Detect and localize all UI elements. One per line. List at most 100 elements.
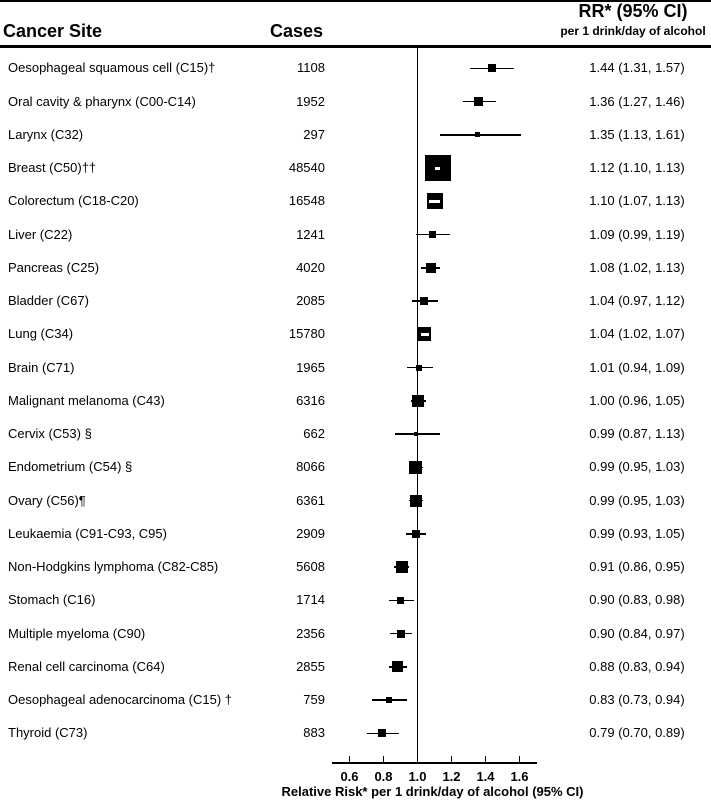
rr-marker [429, 231, 437, 239]
row-cases: 6316 [296, 392, 325, 408]
row-label: Endometrium (C54) § [8, 459, 133, 475]
row-label: Oral cavity & pharynx (C00-C14) [8, 93, 196, 109]
row-rr-value: 1.04 (0.97, 1.12) [589, 293, 685, 309]
row-rr-value: 0.99 (0.93, 1.05) [589, 525, 685, 541]
row-label: Pancreas (C25) [8, 259, 100, 275]
axis-tick-label: 0.6 [340, 769, 359, 784]
row-label: Larynx (C32) [8, 126, 84, 142]
rr-marker [409, 460, 423, 474]
rr-marker [420, 297, 429, 306]
row-label: Breast (C50)†† [8, 160, 97, 176]
x-axis-line [332, 762, 537, 764]
row-rr-value: 0.88 (0.83, 0.94) [589, 658, 685, 674]
row-label: Brain (C71) [8, 359, 75, 375]
ci-line-inner-white [420, 332, 430, 336]
row-cases: 2085 [296, 293, 325, 309]
rr-header-subtitle: per 1 drink/day of alcohol [560, 24, 706, 38]
axis-tick-label: 1.0 [408, 769, 427, 784]
axis-tick [382, 756, 385, 762]
row-rr-value: 1.10 (1.07, 1.13) [589, 193, 685, 209]
row-cases: 297 [303, 126, 325, 142]
row-rr-value: 1.00 (0.96, 1.05) [589, 392, 685, 408]
row-label: Stomach (C16) [8, 592, 96, 608]
figure-top-border [0, 0, 711, 2]
rr-marker [474, 132, 480, 138]
row-cases: 48540 [288, 160, 325, 176]
row-cases: 2855 [296, 658, 325, 674]
row-cases: 15780 [288, 326, 325, 342]
row-rr-value: 0.90 (0.84, 0.97) [589, 625, 685, 641]
row-cases: 759 [303, 692, 325, 708]
row-rr-value: 0.99 (0.87, 1.13) [589, 426, 685, 442]
axis-tick-label: 0.8 [374, 769, 393, 784]
axis-tick-label: 1.4 [476, 769, 495, 784]
rr-marker [474, 97, 484, 107]
row-cases: 2909 [296, 525, 325, 541]
rr-marker [488, 64, 497, 73]
row-cases: 5608 [296, 559, 325, 575]
rr-marker [413, 432, 418, 437]
rr-marker [416, 364, 423, 371]
row-label: Colorectum (C18-C20) [8, 193, 139, 209]
rr-marker [377, 729, 386, 738]
row-rr-value: 0.83 (0.73, 0.94) [589, 692, 685, 708]
row-rr-value: 0.91 (0.86, 0.95) [589, 559, 685, 575]
row-label: Oesophageal adenocarcinoma (C15) † [8, 692, 233, 708]
row-rr-value: 1.12 (1.10, 1.13) [589, 160, 685, 176]
row-label: Lung (C34) [8, 326, 74, 342]
ci-line-inner-white [434, 166, 440, 170]
row-rr-value: 1.08 (1.02, 1.13) [589, 259, 685, 275]
axis-tick [484, 756, 487, 762]
row-cases: 662 [303, 426, 325, 442]
axis-tick-label: 1.2 [442, 769, 461, 784]
row-cases: 2356 [296, 625, 325, 641]
row-rr-value: 1.35 (1.13, 1.61) [589, 126, 685, 142]
axis-tick [518, 756, 521, 762]
row-rr-value: 0.99 (0.95, 1.03) [589, 459, 685, 475]
row-cases: 8066 [296, 459, 325, 475]
row-label: Renal cell carcinoma (C64) [8, 658, 165, 674]
row-rr-value: 1.01 (0.94, 1.09) [589, 359, 685, 375]
rr-marker [409, 494, 422, 507]
rr-marker [385, 697, 392, 704]
row-rr-value: 0.79 (0.70, 0.89) [589, 725, 685, 741]
axis-tick [348, 756, 351, 762]
rr-header-title: RR* (95% CI) [578, 1, 688, 21]
column-header-cancer-site: Cancer Site [3, 21, 103, 41]
row-cases: 1714 [296, 592, 325, 608]
row-rr-value: 1.36 (1.27, 1.46) [589, 93, 685, 109]
row-rr-value: 1.09 (0.99, 1.19) [589, 226, 685, 242]
row-label: Oesophageal squamous cell (C15)† [8, 60, 216, 76]
row-cases: 883 [303, 725, 325, 741]
rr-marker [396, 629, 405, 638]
row-rr-value: 0.90 (0.83, 0.98) [589, 592, 685, 608]
rr-marker [391, 661, 403, 673]
row-label: Ovary (C56)¶ [8, 492, 86, 508]
row-label: Multiple myeloma (C90) [8, 625, 146, 641]
row-cases: 1108 [297, 60, 325, 76]
column-header-cases: Cases [269, 21, 323, 41]
axis-tick [416, 756, 419, 762]
row-label: Liver (C22) [8, 226, 73, 242]
row-rr-value: 0.99 (0.95, 1.03) [589, 492, 685, 508]
row-label: Leukaemia (C91-C93, C95) [8, 525, 167, 541]
rr-marker [396, 561, 409, 574]
row-cases: 1965 [296, 359, 325, 375]
rr-marker [397, 596, 404, 604]
row-rr-value: 1.04 (1.02, 1.07) [589, 326, 685, 342]
axis-tick-label: 1.6 [510, 769, 529, 784]
header-divider-line [0, 45, 711, 48]
row-label: Bladder (C67) [8, 293, 89, 309]
x-axis-title: Relative Risk* per 1 drink/day of alcoho… [281, 784, 584, 799]
row-cases: 6361 [296, 492, 325, 508]
row-cases: 1952 [296, 93, 325, 109]
ci-line [439, 134, 522, 136]
rr-marker [426, 262, 437, 273]
row-label: Non-Hodgkins lymphoma (C82-C85) [8, 559, 219, 575]
row-label: Cervix (C53) § [8, 426, 92, 442]
row-cases: 1241 [296, 226, 325, 242]
row-rr-value: 1.44 (1.31, 1.57) [589, 60, 685, 76]
row-cases: 16548 [288, 193, 325, 209]
ci-line-inner-white [429, 199, 440, 203]
